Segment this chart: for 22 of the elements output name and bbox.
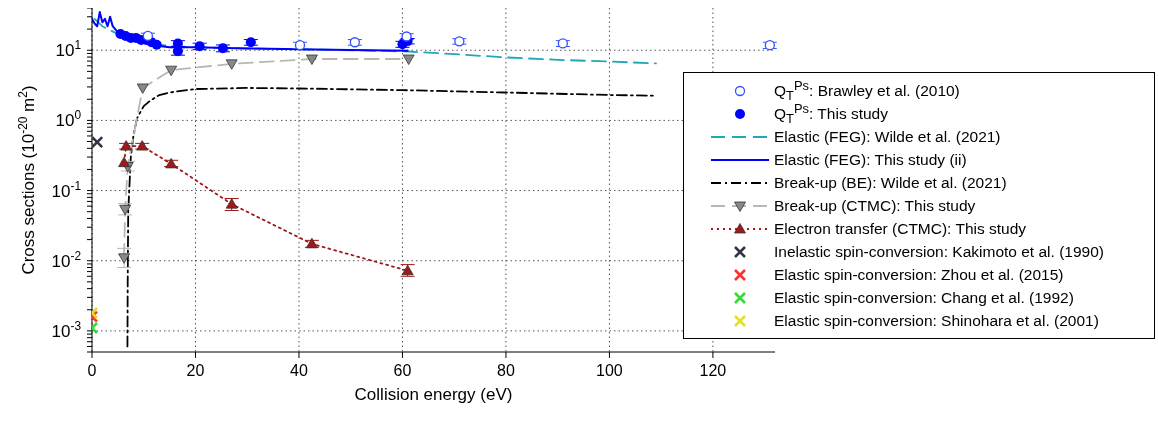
legend-label: Electron transfer (CTMC): This study (774, 219, 1027, 238)
x-tick-label: 60 (393, 362, 412, 379)
x-tick-label: 100 (596, 362, 623, 379)
legend-label: Break-up (CTMC): This study (774, 196, 976, 215)
legend-label: Elastic (FEG): This study (ii) (774, 150, 967, 169)
legend-label: Elastic (FEG): Wilde et al. (2021) (774, 127, 1001, 146)
x-axis-title: Collision energy (eV) (354, 385, 513, 404)
x-tick-label: 80 (497, 362, 515, 379)
legend-label: Break-up (BE): Wilde et al. (2021) (774, 173, 1007, 192)
y-tick-label: 10$^{-1}$ (51, 178, 82, 201)
legend-label: Elastic spin-conversion: Shinohara et al. (2001) (774, 311, 1099, 330)
x-tick-label: 120 (699, 362, 727, 379)
x-tick-label: 20 (186, 362, 205, 379)
legend-label: Elastic spin-conversion: Chang et al. (1992) (774, 288, 1074, 307)
y-tick-label: 10$^{-2}$ (51, 248, 82, 271)
y-tick-label: 10$^{-3}$ (51, 318, 82, 341)
y-tick-label: 10$^{0}$ (55, 108, 82, 131)
x-tick-label: 0 (87, 362, 97, 379)
legend-label: Elastic spin-conversion: Zhou et al. (2015) (774, 265, 1064, 284)
x-tick-label: 40 (290, 362, 308, 379)
legend-label: Inelastic spin-conversion: Kakimoto et al. (1990) (774, 242, 1104, 261)
y-tick-label: 10$^{1}$ (55, 38, 82, 61)
